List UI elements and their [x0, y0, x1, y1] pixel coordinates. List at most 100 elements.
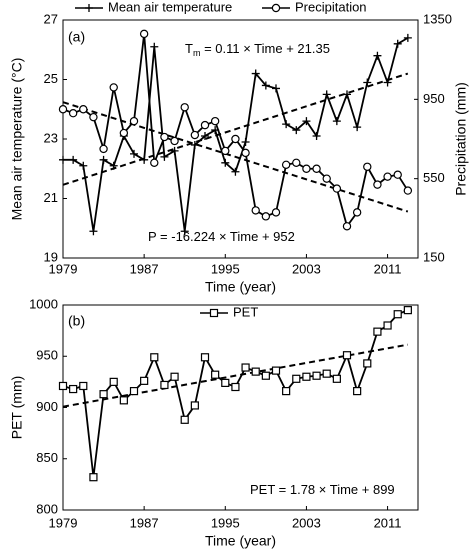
marker: [353, 387, 362, 396]
marker: [322, 90, 331, 99]
marker: [251, 69, 260, 78]
marker: [261, 212, 271, 221]
marker: [79, 105, 88, 114]
annotation: Tm = 0.11 × Time + 21.35: [185, 41, 330, 58]
marker: [292, 374, 301, 383]
marker: [89, 112, 98, 122]
y2-tick-label: 150: [423, 249, 445, 264]
x-tick-label: 1979: [49, 261, 78, 276]
marker: [271, 366, 281, 375]
marker: [129, 116, 139, 126]
trend-line: [62, 72, 409, 186]
marker: [231, 134, 240, 144]
marker: [129, 387, 139, 396]
marker: [241, 363, 250, 372]
marker: [170, 146, 179, 155]
marker: [322, 174, 331, 183]
marker: [79, 381, 88, 391]
y-tick-label: 25: [44, 71, 58, 86]
trend-line: [62, 101, 409, 213]
marker: [99, 390, 108, 399]
marker: [150, 42, 159, 51]
marker: [200, 353, 210, 362]
marker: [170, 372, 179, 381]
y-tick-label: 1000: [29, 296, 58, 311]
marker: [139, 29, 149, 39]
marker: [383, 172, 392, 181]
marker: [180, 415, 189, 424]
annotation-part: T: [185, 41, 193, 56]
legend-label: PET: [233, 304, 258, 319]
marker: [353, 123, 362, 132]
series-line: [63, 37, 409, 232]
marker: [251, 367, 260, 376]
y-tick-label: 23: [44, 130, 58, 145]
y2-tick-label: 950: [423, 91, 445, 106]
marker: [403, 33, 412, 42]
marker: [271, 3, 281, 13]
x-tick-label: 1987: [130, 515, 159, 530]
marker: [211, 370, 220, 379]
marker: [201, 132, 209, 141]
marker: [312, 164, 321, 173]
y-tick-label: 21: [44, 190, 58, 205]
marker: [89, 473, 98, 482]
marker: [261, 81, 270, 90]
marker: [282, 120, 291, 129]
marker: [363, 162, 372, 171]
marker: [99, 155, 108, 164]
x-tick-label: 1987: [130, 261, 159, 276]
marker: [109, 377, 118, 386]
marker: [109, 83, 118, 92]
annotation-subscript: m: [193, 48, 201, 58]
marker: [363, 359, 372, 368]
marker: [180, 103, 189, 112]
y-tick-label: 19: [44, 249, 58, 264]
marker: [200, 120, 210, 130]
marker: [89, 227, 98, 236]
marker: [180, 227, 189, 236]
marker: [292, 158, 301, 167]
marker: [312, 371, 321, 380]
trend-line: [62, 343, 409, 408]
y-axis-title: Mean air temperature (°C): [9, 58, 25, 221]
marker: [352, 208, 362, 217]
x-tick-label: 2003: [292, 515, 321, 530]
marker: [231, 167, 240, 176]
marker: [221, 146, 230, 156]
plot-frame: [62, 304, 419, 511]
marker: [271, 208, 281, 217]
marker: [363, 78, 372, 87]
marker: [241, 137, 250, 146]
marker: [59, 155, 67, 164]
x-axis-title: Time (year): [205, 533, 276, 549]
marker: [241, 148, 250, 158]
marker: [302, 164, 311, 173]
marker: [312, 132, 321, 141]
marker: [383, 321, 392, 330]
marker: [79, 161, 88, 170]
marker: [140, 376, 149, 385]
y-tick-label: 800: [36, 501, 58, 516]
marker: [160, 132, 169, 142]
marker: [69, 155, 78, 164]
x-tick-label: 1995: [211, 515, 240, 530]
marker: [109, 161, 118, 170]
y-tick-label: 27: [44, 11, 58, 26]
marker: [209, 308, 219, 318]
marker: [210, 116, 220, 126]
marker: [342, 351, 352, 360]
y2-axis-title: Precipitation (mm): [453, 82, 469, 196]
marker: [373, 180, 382, 189]
marker: [373, 327, 382, 336]
marker: [221, 158, 230, 167]
marker: [140, 155, 149, 164]
y-tick-label: 850: [36, 450, 58, 465]
marker: [150, 353, 159, 362]
marker: [343, 90, 351, 99]
marker: [221, 378, 230, 387]
marker: [160, 152, 169, 161]
marker: [68, 109, 78, 118]
annotation-part: PET = 1.78 × Time + 899: [250, 482, 395, 497]
